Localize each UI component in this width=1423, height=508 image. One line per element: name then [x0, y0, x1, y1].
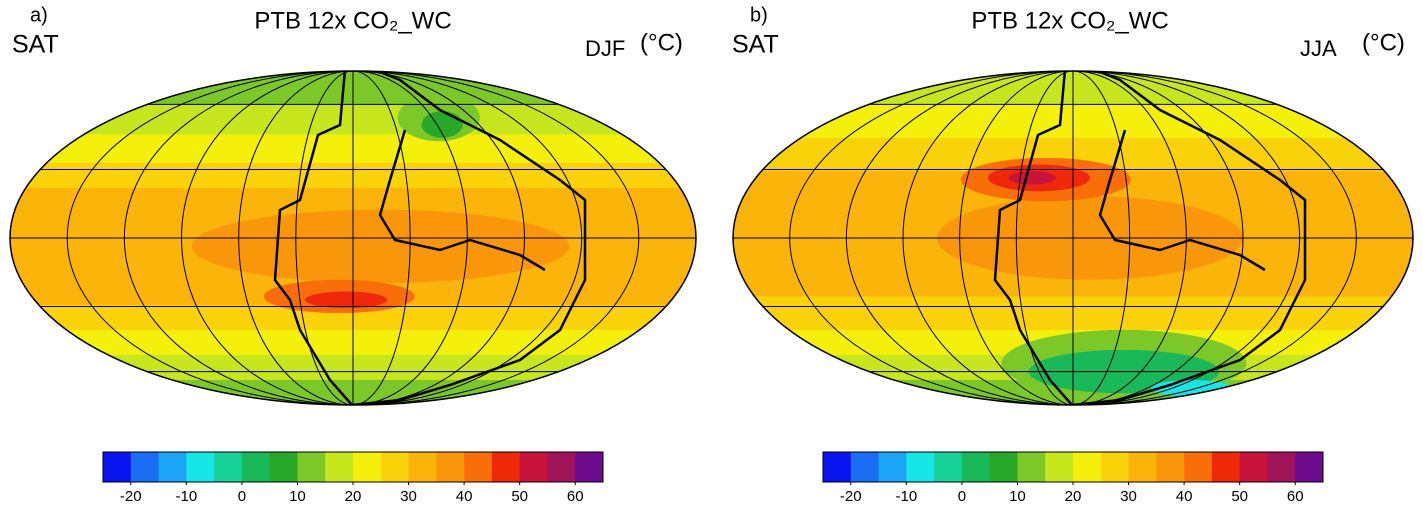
- colorbar-tick-label: 20: [1065, 488, 1082, 505]
- colorbar-box: [850, 452, 879, 482]
- colorbar-box: [130, 452, 159, 482]
- colorbar-tick-label: 40: [1176, 488, 1193, 505]
- colorbar-box: [158, 452, 187, 482]
- colorbar-box: [241, 452, 270, 482]
- temperature-region: [191, 209, 570, 284]
- colorbar-box: [464, 452, 493, 482]
- colorbar-tick-label: -20: [840, 488, 862, 505]
- colorbar-tick-label: 50: [511, 488, 528, 505]
- colorbar-box: [575, 452, 604, 482]
- colorbar-box: [1295, 452, 1324, 482]
- colorbar-tick-label: -20: [120, 488, 142, 505]
- colorbar-tick-label: 30: [400, 488, 417, 505]
- colorbar-box: [1211, 452, 1240, 482]
- season-label: DJF: [585, 36, 625, 61]
- colorbar-box: [325, 452, 354, 482]
- colorbar-box: [878, 452, 907, 482]
- coastline: [1098, 129, 1266, 272]
- colorbar-box: [297, 452, 326, 482]
- colorbar-box: [1184, 452, 1213, 482]
- colorbar-box: [1239, 452, 1268, 482]
- colorbar-tick-label: 40: [456, 488, 473, 505]
- unit-label: (°C): [640, 29, 683, 56]
- panel-title: PTB 12x CO₂_WC: [254, 7, 451, 34]
- colorbar-tick-label: 10: [289, 488, 306, 505]
- season-label: JJA: [1300, 36, 1337, 61]
- colorbar-box: [436, 452, 465, 482]
- colorbar-box: [1128, 452, 1157, 482]
- panel-title: PTB 12x CO₂_WC: [971, 7, 1168, 34]
- colorbar-box: [103, 452, 132, 482]
- colorbar-box: [1267, 452, 1296, 482]
- colorbar-tick-label: 10: [1009, 488, 1026, 505]
- colorbar-tick-label: 0: [958, 488, 966, 505]
- colorbar-box: [906, 452, 935, 482]
- colorbar-box: [934, 452, 963, 482]
- coastline: [378, 129, 546, 272]
- variable-label: SAT: [732, 31, 779, 59]
- colorbar-box: [519, 452, 548, 482]
- colorbar-tick-label: -10: [175, 488, 197, 505]
- map-border: [732, 70, 1414, 406]
- continent-outline: [993, 71, 1307, 405]
- temperature-region: [304, 291, 388, 309]
- colorbar-box: [1100, 452, 1129, 482]
- colorbar-box: [408, 452, 437, 482]
- colorbar-tick-label: 0: [238, 488, 246, 505]
- colorbar-tick-label: 30: [1120, 488, 1137, 505]
- colorbar-tick-label: 60: [567, 488, 584, 505]
- colorbar-box: [547, 452, 576, 482]
- colorbar-box: [380, 452, 409, 482]
- colorbar-box: [214, 452, 243, 482]
- panel-label: b): [750, 4, 768, 26]
- colorbar-box: [1017, 452, 1046, 482]
- colorbar-box: [269, 452, 298, 482]
- colorbar-tick-label: -10: [895, 488, 917, 505]
- colorbar-box: [353, 452, 382, 482]
- colorbar-box: [186, 452, 215, 482]
- colorbar-box: [491, 452, 520, 482]
- colorbar-tick-label: 60: [1287, 488, 1304, 505]
- colorbar-box: [989, 452, 1018, 482]
- colorbar-box: [1073, 452, 1102, 482]
- continent-outline: [273, 71, 587, 405]
- variable-label: SAT: [12, 31, 59, 59]
- map-border: [9, 70, 697, 406]
- colorbar-box: [1156, 452, 1185, 482]
- unit-label: (°C): [1362, 29, 1405, 56]
- colorbar-tick-label: 20: [345, 488, 362, 505]
- panel-label: a): [30, 4, 48, 26]
- temperature-region: [1008, 171, 1056, 185]
- colorbar-box: [961, 452, 990, 482]
- colorbar-tick-label: 50: [1231, 488, 1248, 505]
- colorbar-box: [823, 452, 852, 482]
- colorbar-box: [1045, 452, 1074, 482]
